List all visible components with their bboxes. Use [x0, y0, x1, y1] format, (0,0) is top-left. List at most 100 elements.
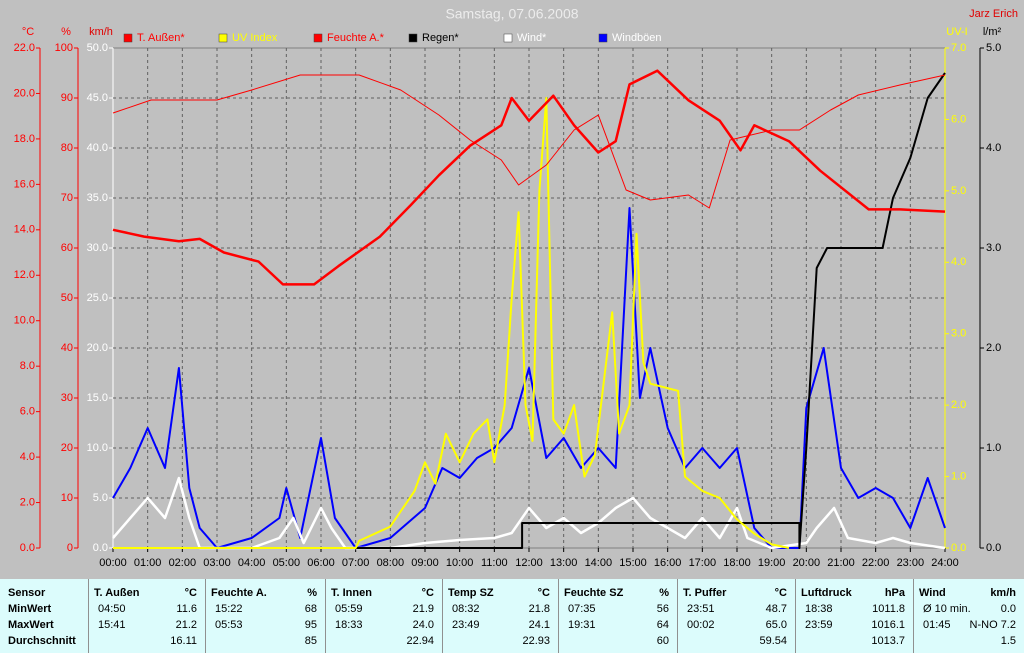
x-tick-label: 18:00: [723, 557, 751, 569]
column-separator: [558, 579, 559, 653]
y-tick-label: 40.0: [87, 142, 108, 154]
legend-label: Regen*: [422, 32, 459, 44]
table-cell: 16.11: [170, 635, 197, 647]
x-tick-label: 07:00: [342, 557, 370, 569]
table-cell: 24.1: [528, 619, 550, 631]
table-cell: 00:02: [687, 619, 715, 631]
table-cell: 60: [656, 635, 669, 647]
axis-unit: km/h: [89, 26, 113, 38]
table-cell: 59.54: [759, 635, 787, 647]
table-cell: 23:49: [452, 619, 480, 631]
legend-swatch: [408, 33, 418, 43]
axis-unit: %: [61, 26, 71, 38]
table-cell: 19:31: [568, 619, 596, 631]
y-tick-label: 14.0: [14, 224, 35, 236]
y-tick-label: 3.0: [951, 328, 966, 340]
table-cell: 23:51: [687, 603, 715, 615]
x-tick-label: 06:00: [307, 557, 335, 569]
series-line: [355, 72, 946, 549]
table-cell: %: [307, 587, 317, 599]
table-cell: 21.2: [175, 619, 197, 631]
x-tick-label: 04:00: [238, 557, 266, 569]
axis-unit: l/m²: [983, 26, 1002, 38]
table-cell: °C: [774, 587, 787, 599]
y-tick-label: 30.0: [87, 242, 108, 254]
y-tick-label: 100: [55, 42, 73, 54]
legend-label: Feuchte A.*: [327, 32, 385, 44]
chart: Samstag, 07.06.2008 Jarz Erich °C 0.0 2.0 4…: [13, 5, 1018, 569]
legend-swatch: [503, 33, 513, 43]
y-tick-label: 90: [61, 92, 73, 104]
y-tick-label: 4.0: [951, 256, 966, 268]
legend-swatch: [123, 33, 133, 43]
table-cell: 1011.8: [872, 603, 905, 615]
table-cell: km/h: [990, 587, 1016, 599]
y-tick-label: 0.0: [986, 542, 1001, 554]
legend-swatch: [218, 33, 228, 43]
y-tick-label: 10: [61, 492, 73, 504]
table-cell: 65.0: [765, 619, 787, 631]
table-cell: Durchschnitt: [8, 635, 76, 647]
y-tick-label: 4.0: [20, 451, 35, 463]
table-cell: T. Puffer: [683, 587, 727, 599]
y-tick-label: 2.0: [951, 399, 966, 411]
legend-label: UV Index: [232, 32, 278, 44]
column-separator: [88, 579, 89, 653]
y-tick-label: 7.0: [951, 42, 966, 54]
x-tick-label: 13:00: [550, 557, 578, 569]
table-cell: 23:59: [805, 619, 833, 631]
table-cell: °C: [537, 587, 550, 599]
x-tick-label: 23:00: [897, 557, 925, 569]
y-tick-label: 6.0: [951, 113, 966, 125]
chart-title: Samstag, 07.06.2008: [445, 6, 578, 22]
x-tick-label: 09:00: [411, 557, 439, 569]
table-cell: 85: [304, 635, 317, 647]
column-separator: [677, 579, 678, 653]
y-tick-label: 3.0: [986, 242, 1001, 254]
column-separator: [205, 579, 206, 653]
x-tick-label: 03:00: [203, 557, 231, 569]
y-tick-label: 40: [61, 342, 73, 354]
x-tick-label: 10:00: [446, 557, 474, 569]
table-cell: 05:59: [335, 603, 363, 615]
table-cell: 18:33: [335, 619, 363, 631]
legend-swatch: [313, 33, 323, 43]
y-tick-label: 10.0: [87, 442, 108, 454]
x-tick-label: 21:00: [827, 557, 855, 569]
y-tick-label: 30: [61, 392, 73, 404]
table-cell: 68: [304, 603, 317, 615]
legend-swatch: [598, 33, 608, 43]
table-cell: Sensor: [8, 587, 46, 599]
table-cell: T. Außen: [94, 587, 140, 599]
series-line: [112, 69, 946, 286]
y-tick-label: 22.0: [14, 42, 35, 54]
x-tick-label: 12:00: [515, 557, 543, 569]
author: Jarz Erich: [969, 8, 1018, 20]
y-tick-label: 1.0: [951, 470, 966, 482]
x-tick-label: 11:00: [481, 557, 508, 569]
x-tick-label: 20:00: [793, 557, 821, 569]
y-tick-label: 2.0: [20, 496, 35, 508]
x-tick-label: 05:00: [273, 557, 301, 569]
y-tick-label: 70: [61, 192, 73, 204]
column-separator: [913, 579, 914, 653]
table-cell: 04:50: [98, 603, 126, 615]
x-tick-label: 16:00: [654, 557, 682, 569]
table-cell: 08:32: [452, 603, 480, 615]
column-separator: [795, 579, 796, 653]
table-cell: 22.93: [522, 635, 550, 647]
x-tick-label: 01:00: [134, 557, 162, 569]
table-cell: Temp SZ: [448, 587, 494, 599]
table-cell: 21.9: [412, 603, 434, 615]
y-tick-label: 1.0: [986, 442, 1001, 454]
series-line: [112, 74, 946, 209]
y-tick-label: 8.0: [20, 360, 35, 372]
y-tick-label: 20.0: [14, 87, 35, 99]
table-cell: hPa: [884, 587, 905, 599]
table-cell: 48.7: [765, 603, 787, 615]
table-cell: 64: [656, 619, 669, 631]
table-cell: 11.6: [176, 603, 197, 615]
y-tick-label: 4.0: [986, 142, 1001, 154]
table-cell: 95: [304, 619, 317, 631]
x-tick-label: 00:00: [99, 557, 127, 569]
